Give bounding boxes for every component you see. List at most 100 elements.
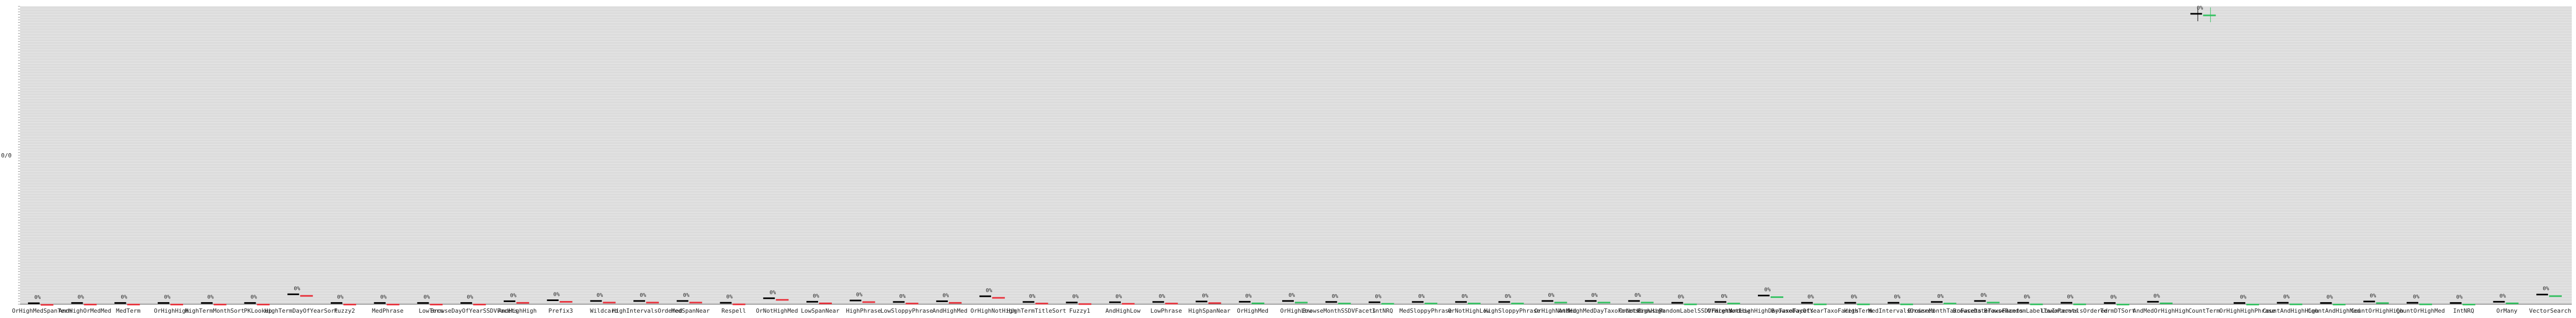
x-tick-label: Fuzzy1	[1069, 307, 1090, 314]
x-tick-label: HighSpanNear	[1189, 307, 1231, 314]
x-tick-label: LowSloppyPhrase	[881, 307, 933, 314]
x-tick-label: OrHighNotLow	[1708, 307, 1750, 314]
data-label: 0%	[2543, 286, 2549, 292]
x-tick-label: AndHighOrMedMed	[59, 307, 111, 314]
x-tick-label: OrHighNotHigh	[970, 307, 1016, 314]
data-label: 0%	[1159, 294, 1165, 299]
data-labels: 0% 0% 0% 0% 0% 0% 0% 0% 0% 0% 0% 0% 0% 0% 0% 0% 0% 0% 0% 0%…	[34, 5, 2549, 301]
x-tick-label: OrNotHighHigh	[1619, 307, 1665, 314]
data-label: 0%	[2154, 293, 2160, 299]
data-label: 0%	[467, 295, 473, 301]
data-label: 0%	[207, 295, 214, 301]
x-tick-label: CountOrHighMed	[2396, 307, 2445, 314]
data-label: 0%	[250, 295, 257, 301]
x-tick-label: MedSpanNear	[671, 307, 710, 314]
x-tick-label: HighTerm	[1844, 307, 1872, 314]
data-label: 0%	[337, 295, 343, 301]
x-tick-label: AndHighHighDayTaxoFacets	[1730, 307, 1814, 314]
x-tick-label: Respell	[721, 307, 746, 314]
data-label: 0%	[1505, 294, 1511, 299]
data-label: 0%	[1375, 294, 1381, 299]
x-tick-label: VectorSearch	[2529, 307, 2571, 314]
data-label: 0%	[1591, 293, 1598, 298]
x-tick-label: HighSloppyPhrase	[1484, 307, 1540, 314]
data-label: 0%	[727, 294, 733, 300]
data-label: 0%	[942, 293, 949, 298]
data-label: 0%	[899, 294, 905, 299]
data-label: 0%	[1245, 293, 1251, 299]
x-tick-label: BrowseDateTaxoFacets	[1953, 307, 2022, 314]
data-label: 0%	[164, 295, 170, 301]
x-tick-label: MedSloppyPhrase	[1400, 307, 1452, 314]
data-label: 0%	[2283, 294, 2290, 300]
x-tick-label: TermDTSort	[2100, 307, 2135, 314]
data-label: 0%	[2456, 295, 2463, 301]
grid-lines	[20, 6, 2572, 305]
data-label: 0%	[683, 293, 690, 298]
x-tick-label: OrHighMed	[1237, 307, 1268, 314]
data-label: 0%	[1851, 294, 1857, 300]
x-tick-label: HighIntervalsOrdered	[612, 307, 682, 314]
data-label: 0%	[640, 293, 646, 298]
data-label: 0%	[294, 286, 300, 292]
data-label: 0%	[34, 295, 41, 301]
data-label: 0%	[1678, 294, 1684, 300]
x-tick-label: LowSpanNear	[801, 307, 840, 314]
x-tick-label: OrHighNotMed	[1535, 307, 1576, 314]
data-label: 0%	[856, 292, 863, 298]
data-label: 0%	[1029, 294, 1036, 299]
data-label: 0%	[1894, 294, 1900, 300]
data-label: 0%	[78, 295, 84, 301]
data-label: 0%	[1635, 293, 1641, 298]
data-label: 0%	[1808, 294, 1814, 300]
x-tick-label: LowTerm	[419, 307, 443, 314]
data-label: 0%	[510, 293, 516, 298]
x-tick-label: BrowseDayOfYearSSDVFacets	[430, 307, 518, 314]
data-label: 0%	[1332, 294, 1338, 299]
x-tick-label: OrHighLow	[1280, 307, 1312, 314]
x-tick-label: CountAndHighMed	[2308, 307, 2360, 314]
y-tick-labels	[18, 6, 20, 305]
data-label: 0%	[1937, 294, 1944, 299]
x-tick-label: IntNRQ	[2453, 307, 2474, 314]
x-tick-label: CountOrHighHigh	[2351, 307, 2403, 314]
data-label: 0%	[596, 293, 603, 298]
data-label: 0%	[1721, 294, 1727, 299]
x-tick-label: OrHighHighPhrase	[2219, 307, 2275, 314]
data-label: 0%	[2326, 295, 2333, 301]
x-tick-label: AndMedOrHighHigh	[2133, 307, 2189, 314]
y-axis-title: 0/0	[1, 152, 12, 159]
data-label: 0%	[423, 295, 430, 301]
data-label: 0%	[1462, 294, 1468, 299]
data-label: 0%	[2197, 5, 2203, 11]
data-label: 0%	[2024, 294, 2030, 300]
data-label: 0%	[2110, 295, 2117, 301]
data-label: 0%	[1418, 294, 1425, 299]
data-label: 0%	[769, 290, 776, 296]
data-label: 0%	[1548, 293, 1554, 298]
x-tick-label: AndHighMedDayTaxoFacets	[1558, 307, 1639, 314]
x-tick-label: HighPhrase	[846, 307, 881, 314]
data-label: 0%	[1072, 294, 1078, 300]
x-tick-label: HighTermDayOfYearSort	[265, 307, 338, 314]
x-tick-label: MedTerm	[116, 307, 141, 314]
x-tick-label: OrNotHighLow	[1448, 307, 1490, 314]
data-label: 0%	[1289, 293, 1295, 298]
x-tick-label: IntNRQ	[1372, 307, 1393, 314]
x-tick-label: MedPhrase	[372, 307, 404, 314]
x-tick-label: LowPhrase	[1150, 307, 1182, 314]
x-tick-label: OrHighHigh	[154, 307, 189, 314]
x-tick-label: Wildcard	[590, 307, 618, 314]
x-tick-label: LowIntervalsOrdered	[2041, 307, 2108, 314]
data-label: 0%	[554, 292, 560, 298]
data-label: 0%	[2499, 293, 2506, 299]
x-tick-label: AndHighMed	[932, 307, 967, 314]
x-tick-label: BrowseMonthSSDVFacets	[1302, 307, 1376, 314]
x-tick-label: OrHighMedSpanTerm	[12, 307, 72, 314]
data-label: 0%	[1202, 293, 1209, 299]
x-tick-label: CountTerm	[2189, 307, 2220, 314]
x-tick-label: HighTermTitleSort	[1006, 307, 1066, 314]
x-tick-label: OrNotHighMed	[756, 307, 798, 314]
